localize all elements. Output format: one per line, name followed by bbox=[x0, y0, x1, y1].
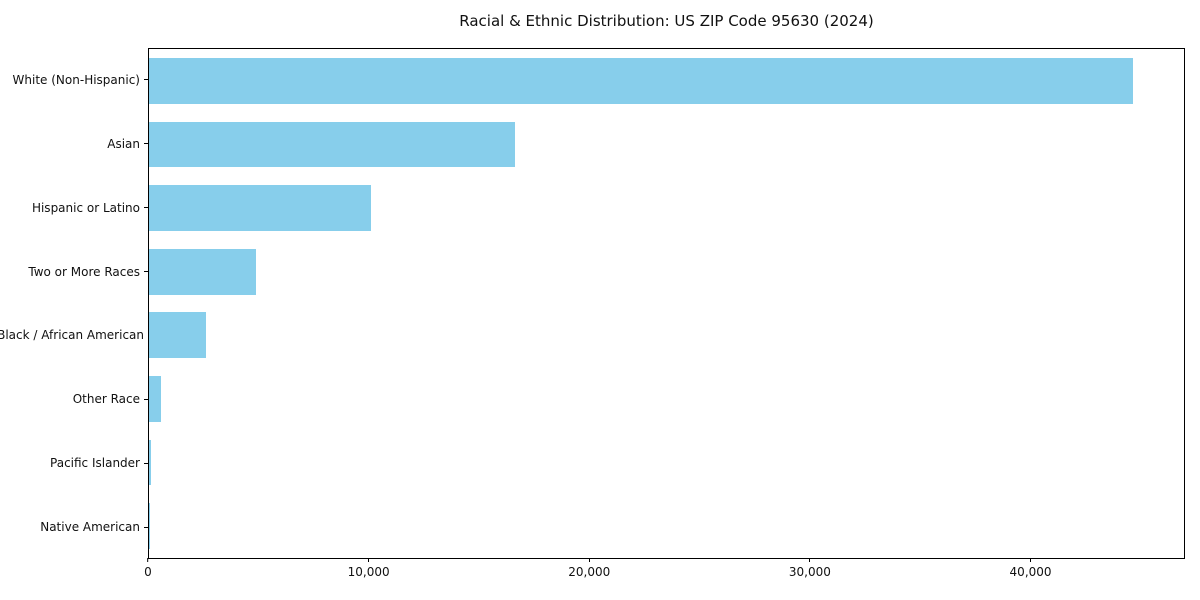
x-tick-label: 10,000 bbox=[347, 565, 390, 579]
y-tick-mark bbox=[144, 462, 148, 464]
bar-row bbox=[149, 113, 1184, 177]
bar bbox=[149, 503, 151, 550]
bar-rows bbox=[149, 49, 1184, 558]
y-axis-label: Two or More Races bbox=[28, 264, 140, 279]
bar-row bbox=[149, 49, 1184, 113]
x-tick-mark bbox=[368, 558, 370, 562]
x-tick: 0 bbox=[144, 558, 152, 579]
y-label-row: Pacific Islander bbox=[0, 431, 148, 495]
bar bbox=[149, 57, 1134, 104]
plot-area bbox=[148, 48, 1185, 559]
x-axis-ticks: 0 10,000 20,000 30,000 40,000 bbox=[144, 558, 1185, 588]
y-axis-label: Asian bbox=[107, 136, 140, 151]
x-tick: 30,000 bbox=[789, 558, 831, 579]
x-tick-label: 20,000 bbox=[568, 565, 611, 579]
bar-row bbox=[149, 494, 1184, 558]
bar-row bbox=[149, 304, 1184, 368]
bar bbox=[149, 121, 515, 168]
bar-row bbox=[149, 431, 1184, 495]
y-axis-label: Black / African American bbox=[0, 328, 144, 343]
bar-row bbox=[149, 367, 1184, 431]
y-tick-mark bbox=[144, 143, 148, 145]
x-tick-mark bbox=[588, 558, 590, 562]
y-tick-mark bbox=[144, 398, 148, 400]
y-label-row: Other Race bbox=[0, 367, 148, 431]
bar bbox=[149, 376, 162, 422]
bar-row bbox=[149, 240, 1184, 304]
y-label-row: Two or More Races bbox=[0, 240, 148, 304]
y-tick-mark bbox=[144, 526, 148, 528]
y-label-row: Native American bbox=[0, 495, 148, 559]
y-label-row: Asian bbox=[0, 112, 148, 176]
y-axis-label: White (Non-Hispanic) bbox=[12, 72, 140, 87]
x-tick-mark bbox=[1030, 558, 1032, 562]
bar-row bbox=[149, 176, 1184, 240]
x-tick-mark bbox=[809, 558, 811, 562]
y-axis-label: Other Race bbox=[72, 392, 140, 407]
bar bbox=[149, 312, 207, 359]
x-tick-label: 0 bbox=[144, 565, 152, 579]
x-tick: 40,000 bbox=[1010, 558, 1052, 579]
y-axis-label: Pacific Islander bbox=[50, 456, 140, 471]
bar bbox=[149, 248, 256, 295]
chart-title: Racial & Ethnic Distribution: US ZIP Cod… bbox=[459, 12, 874, 30]
x-tick-mark bbox=[147, 558, 149, 562]
y-label-row: Hispanic or Latino bbox=[0, 176, 148, 240]
x-tick-label: 30,000 bbox=[788, 565, 831, 579]
bar bbox=[149, 185, 372, 231]
y-axis-labels: White (Non-Hispanic) Asian Hispanic or Lat… bbox=[0, 48, 148, 559]
y-axis-label: Native American bbox=[40, 520, 140, 535]
x-tick: 20,000 bbox=[568, 558, 610, 579]
y-label-row: White (Non-Hispanic) bbox=[0, 48, 148, 112]
y-tick-mark bbox=[144, 271, 148, 273]
y-tick-mark bbox=[144, 207, 148, 209]
y-label-row: Black / African American bbox=[0, 304, 148, 368]
y-tick-mark bbox=[144, 79, 148, 81]
bar bbox=[149, 439, 152, 486]
y-axis-label: Hispanic or Latino bbox=[31, 200, 140, 215]
x-tick-label: 40,000 bbox=[1009, 565, 1052, 579]
x-tick: 10,000 bbox=[348, 558, 390, 579]
